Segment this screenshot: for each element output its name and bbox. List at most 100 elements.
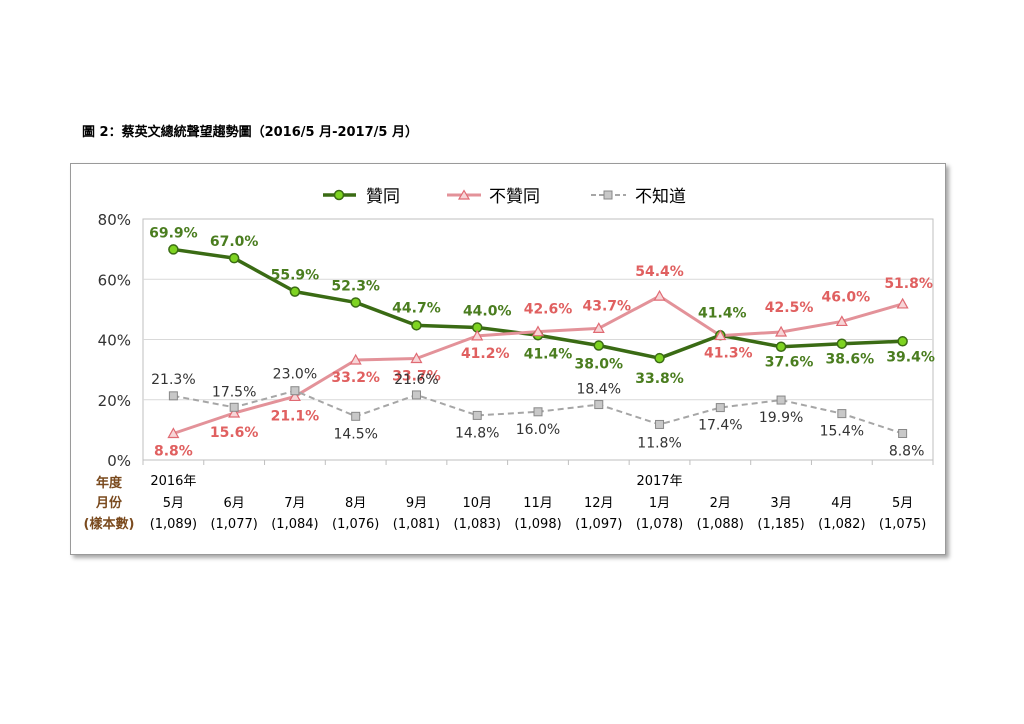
- data-label-approve: 69.9%: [149, 225, 198, 241]
- point-approve: [836, 338, 848, 349]
- x-month-label: 12月: [584, 496, 614, 511]
- point-unknown: [715, 403, 725, 413]
- data-label-approve: 41.4%: [698, 305, 747, 321]
- data-label-approve: 38.6%: [826, 352, 875, 368]
- gridlines: [142, 218, 934, 465]
- data-label-unknown: 19.9%: [759, 410, 803, 426]
- data-label-disapprove: 8.8%: [154, 443, 193, 459]
- data-label-unknown: 17.5%: [212, 384, 256, 400]
- data-label-disapprove: 51.8%: [884, 276, 933, 292]
- x-month-label: 7月: [284, 496, 305, 511]
- data-label-unknown: 21.6%: [394, 372, 438, 388]
- x-year-label: 2016年: [150, 474, 196, 489]
- point-disapprove: [896, 297, 909, 309]
- point-approve: [411, 320, 422, 331]
- data-label-disapprove: 46.0%: [822, 289, 871, 305]
- data-label-unknown: 14.5%: [333, 426, 377, 442]
- data-label-approve: 55.9%: [271, 268, 320, 284]
- data-label-disapprove: 54.4%: [635, 264, 684, 280]
- data-label-approve: 52.3%: [331, 278, 380, 294]
- data-label-unknown: 17.4%: [698, 418, 742, 434]
- data-label-unknown: 23.0%: [273, 367, 317, 383]
- x-month-label: 6月: [224, 496, 245, 511]
- point-disapprove: [775, 325, 788, 337]
- data-label-approve: 38.0%: [574, 357, 623, 373]
- legend-unknown-label: 不知道: [635, 187, 686, 207]
- document-title: 圖 2：蔡英文總統聲望趨勢圖（2016/5 月-2017/5 月）: [82, 125, 418, 140]
- data-label-approve: 44.0%: [463, 303, 512, 319]
- point-unknown: [472, 410, 482, 420]
- data-label-disapprove: 41.3%: [704, 346, 753, 362]
- x-sample-label: (1,084): [271, 517, 318, 532]
- data-labels: 69.9%67.0%55.9%52.3%44.7% 44.0%41.4%38.0%…: [149, 225, 935, 459]
- point-approve: [289, 286, 301, 297]
- x-sample-label: (1,089): [150, 517, 197, 532]
- x-sample-label: (1,078): [636, 517, 683, 532]
- data-label-unknown: 15.4%: [820, 424, 864, 440]
- data-label-disapprove: 33.7%: [392, 368, 441, 384]
- point-unknown: [837, 409, 847, 419]
- point-unknown: [351, 411, 361, 421]
- x-month-label: 4月: [831, 496, 852, 511]
- point-disapprove: [531, 325, 545, 337]
- data-label-disapprove: 42.5%: [765, 300, 814, 316]
- y-tick-label: 40%: [98, 332, 131, 350]
- point-approve: [593, 340, 605, 351]
- x-sample-label: (1,077): [210, 517, 257, 532]
- data-label-disapprove: 43.7%: [582, 298, 631, 314]
- x-sample-label: (1,082): [818, 517, 865, 532]
- x-sample-label: (1,097): [575, 517, 622, 532]
- point-disapprove: [228, 406, 241, 418]
- x-axis-labels: 年度 月份 (樣本數) 2016年 5月 (1,089) 6月 (1,077) 7月 (1,…: [84, 474, 927, 532]
- legend-approve-marker: [333, 189, 345, 201]
- axis-header-year: 年度: [96, 475, 123, 491]
- point-approve: [654, 352, 665, 364]
- point-disapprove: [592, 322, 605, 333]
- point-disapprove: [835, 315, 848, 327]
- data-label-approve: 37.6%: [765, 355, 814, 371]
- data-label-unknown: 14.8%: [455, 425, 499, 441]
- legend: 贊同 不贊同 不知道: [323, 187, 686, 207]
- data-label-disapprove: 21.1%: [271, 408, 320, 424]
- y-tick-label: 20%: [98, 392, 131, 410]
- axis-header-sample: (樣本數): [84, 516, 135, 532]
- legend-unknown-marker: [603, 190, 613, 200]
- point-disapprove: [167, 427, 180, 439]
- point-approve: [228, 252, 240, 264]
- legend-approve-label: 贊同: [366, 187, 400, 207]
- x-month-label: 11月: [523, 496, 553, 511]
- point-unknown: [594, 400, 604, 410]
- data-label-disapprove: 42.6%: [524, 302, 573, 318]
- data-label-unknown: 21.3%: [151, 372, 195, 388]
- legend-disapprove-label: 不贊同: [489, 187, 540, 207]
- point-disapprove: [349, 353, 362, 365]
- x-month-label: 10月: [462, 496, 492, 511]
- x-month-label: 5月: [163, 496, 184, 511]
- point-disapprove: [288, 390, 301, 402]
- x-year-label: 2017年: [636, 474, 682, 489]
- y-tick-label: 0%: [107, 452, 131, 470]
- y-tick-label: 80%: [98, 211, 131, 229]
- point-unknown: [168, 391, 178, 401]
- data-label-approve: 44.7%: [392, 300, 441, 316]
- point-disapprove: [714, 329, 727, 341]
- x-month-label: 1月: [649, 496, 670, 511]
- data-label-unknown: 18.4%: [577, 382, 621, 398]
- x-month-label: 2月: [710, 496, 731, 511]
- point-approve: [897, 336, 908, 347]
- point-unknown: [898, 428, 908, 438]
- y-tick-label: 60%: [98, 271, 131, 289]
- point-disapprove: [410, 352, 423, 364]
- x-sample-label: (1,075): [879, 517, 926, 532]
- chart-frame: 0% 20% 40% 60% 80% 贊同 不贊同 不知道 69.9% 67.0% 55.9…: [70, 163, 946, 555]
- x-sample-label: (1,185): [757, 517, 804, 532]
- data-label-approve: 67.0%: [210, 234, 259, 250]
- point-unknown: [229, 402, 239, 412]
- x-sample-label: (1,081): [393, 517, 440, 532]
- x-sample-label: (1,076): [332, 517, 379, 532]
- point-unknown: [776, 395, 786, 405]
- point-unknown: [290, 386, 300, 396]
- x-month-label: 8月: [345, 496, 366, 511]
- data-label-disapprove: 33.2%: [331, 370, 380, 386]
- data-label-approve: 41.4%: [524, 346, 573, 362]
